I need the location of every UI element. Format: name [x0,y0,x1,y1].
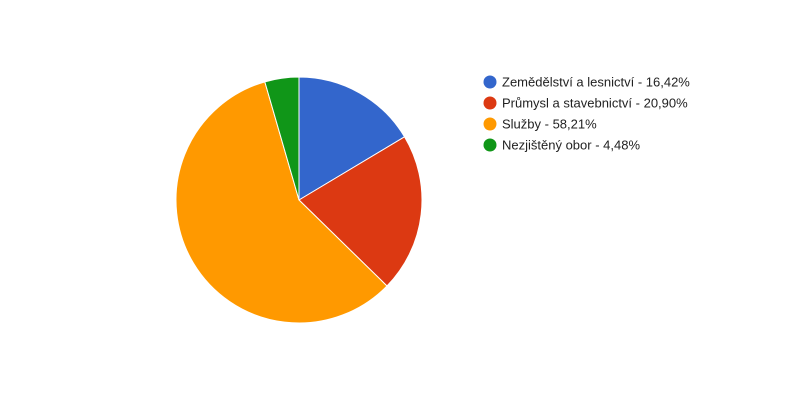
legend-item-3[interactable]: Služby - 58,21% [483,117,598,132]
legend-label: Zemědělství a lesnictví - 16,42% [502,75,690,90]
legend: Zemědělství a lesnictví - 16,42% Průmysl … [483,75,691,153]
legend-label: Služby - 58,21% [502,117,597,132]
legend-item-2[interactable]: Průmysl a stavebnictví - 20,90% [483,96,689,111]
legend-item-1[interactable]: Zemědělství a lesnictví - 16,42% [483,75,691,90]
legend-marker [483,117,497,131]
legend-item-4[interactable]: Nezjištěný obor - 4,48% [483,138,641,153]
legend-label: Průmysl a stavebnictví - 20,90% [502,96,688,111]
pie-slice-2[interactable] [298,136,423,287]
pie-slices [175,76,423,324]
legend-label: Nezjištěný obor - 4,48% [502,138,640,153]
pie-slice-4[interactable] [264,76,300,201]
legend-marker [483,75,497,89]
legend-marker [483,138,497,152]
legend-marker [483,96,497,110]
pie-slice-1[interactable] [298,76,406,201]
pie-slice-3[interactable] [175,81,388,324]
